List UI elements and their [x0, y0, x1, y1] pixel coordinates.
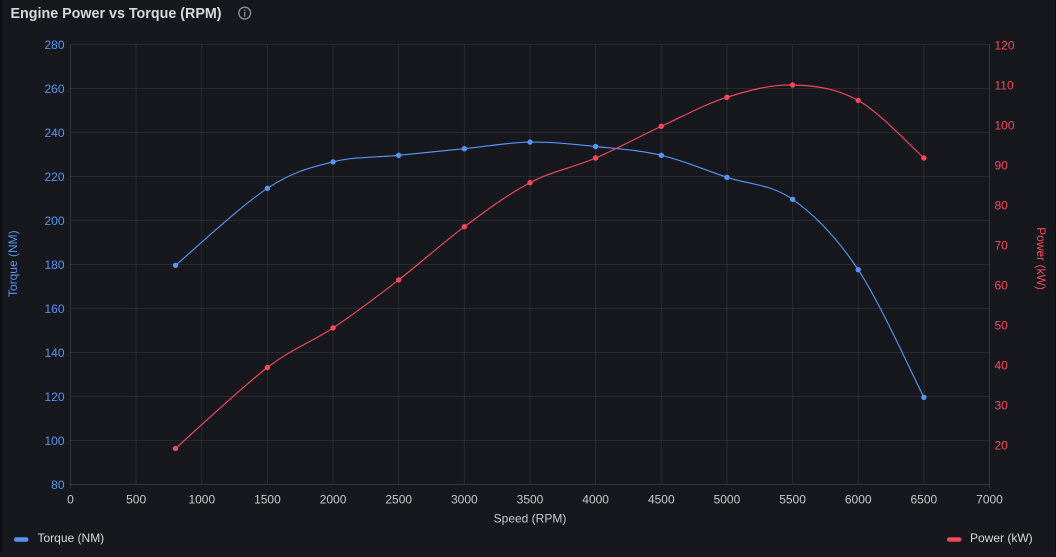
svg-text:120: 120 — [995, 39, 1015, 53]
svg-text:Engine Power vs Torque (RPM): Engine Power vs Torque (RPM) — [11, 6, 222, 22]
svg-text:1000: 1000 — [188, 493, 215, 507]
svg-text:30: 30 — [995, 399, 1009, 413]
svg-text:6500: 6500 — [911, 493, 938, 507]
svg-text:120: 120 — [44, 390, 64, 404]
svg-text:100: 100 — [44, 434, 64, 448]
svg-text:180: 180 — [44, 258, 64, 272]
svg-text:5000: 5000 — [714, 493, 741, 507]
svg-text:240: 240 — [44, 126, 64, 140]
svg-text:70: 70 — [995, 239, 1009, 253]
svg-text:2000: 2000 — [320, 493, 347, 507]
svg-text:Torque (NM): Torque (NM) — [38, 531, 105, 545]
svg-text:50: 50 — [995, 319, 1009, 333]
svg-text:0: 0 — [67, 493, 74, 507]
svg-text:90: 90 — [995, 159, 1009, 173]
svg-text:4500: 4500 — [648, 493, 675, 507]
svg-text:7000: 7000 — [976, 493, 1003, 507]
svg-text:140: 140 — [44, 346, 64, 360]
svg-text:20: 20 — [995, 439, 1009, 453]
svg-text:3000: 3000 — [451, 493, 478, 507]
svg-text:Speed (RPM): Speed (RPM) — [494, 511, 567, 525]
svg-text:80: 80 — [995, 199, 1009, 213]
svg-text:2500: 2500 — [385, 493, 412, 507]
svg-text:40: 40 — [995, 359, 1009, 373]
svg-text:280: 280 — [44, 38, 64, 52]
svg-text:4000: 4000 — [582, 493, 609, 507]
svg-text:160: 160 — [44, 302, 64, 316]
svg-text:Power (kW): Power (kW) — [1034, 227, 1048, 290]
svg-text:220: 220 — [44, 170, 64, 184]
svg-text:100: 100 — [995, 119, 1015, 133]
svg-text:5500: 5500 — [779, 493, 806, 507]
svg-text:1500: 1500 — [254, 493, 281, 507]
svg-text:80: 80 — [51, 478, 65, 492]
svg-text:3500: 3500 — [517, 493, 544, 507]
svg-text:500: 500 — [126, 493, 146, 507]
svg-text:60: 60 — [995, 279, 1009, 293]
svg-text:6000: 6000 — [845, 493, 872, 507]
svg-text:260: 260 — [44, 82, 64, 96]
svg-text:200: 200 — [44, 214, 64, 228]
svg-text:Torque (NM): Torque (NM) — [6, 230, 20, 297]
svg-text:Power (kW): Power (kW) — [970, 531, 1033, 545]
svg-text:110: 110 — [995, 79, 1014, 93]
